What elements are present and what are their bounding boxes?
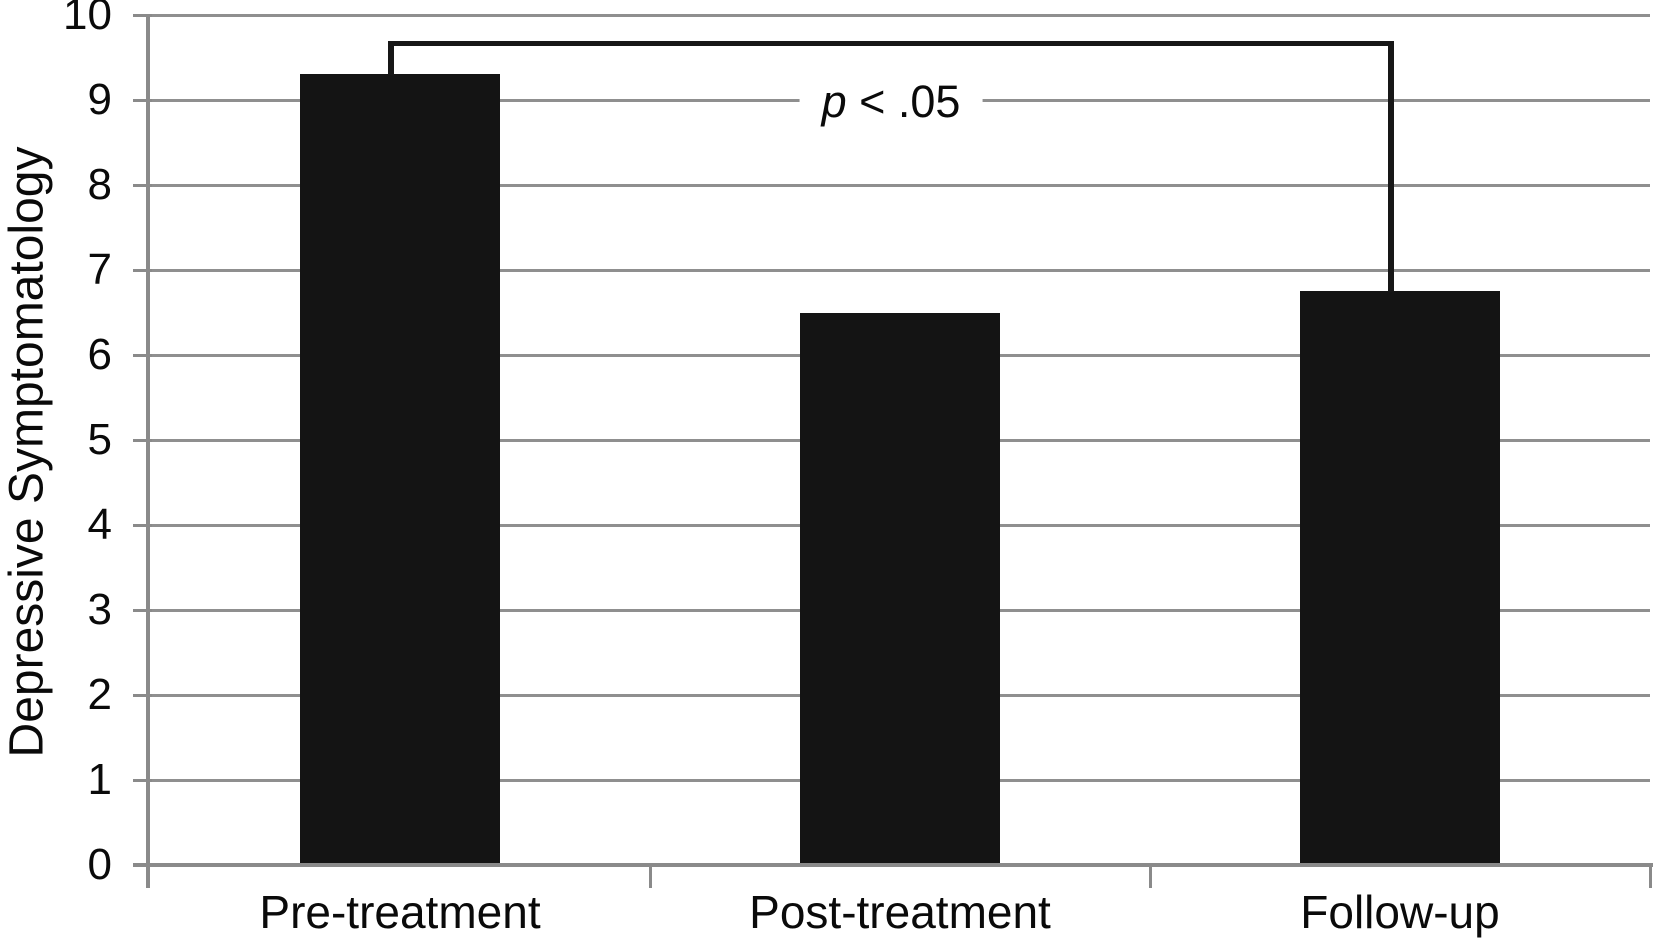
- x-category-label-post-treatment: Post-treatment: [749, 886, 1051, 938]
- y-axis-tick-1: [133, 779, 152, 782]
- x-axis-line: [133, 863, 1653, 867]
- y-tick-label-2: 2: [87, 670, 112, 719]
- x-category-label-follow-up: Follow-up: [1300, 886, 1500, 938]
- y-axis-tick-10: [133, 14, 152, 17]
- x-category-label-pre-treatment: Pre-treatment: [259, 886, 541, 938]
- y-axis-tick-7: [133, 269, 152, 272]
- gridline-7: [150, 269, 1650, 272]
- gridline-8: [150, 184, 1650, 187]
- y-axis-tick-2: [133, 694, 152, 697]
- bar-pre-treatment: [300, 74, 500, 865]
- significance-bracket-left: [388, 41, 394, 75]
- y-tick-label-3: 3: [87, 585, 112, 634]
- significance-label-p-symbol: p: [821, 76, 847, 127]
- y-tick-label-9: 9: [87, 75, 112, 124]
- bar-post-treatment: [800, 313, 1000, 866]
- y-tick-label-7: 7: [87, 245, 112, 294]
- gridline-10: [150, 14, 1650, 17]
- y-axis-tick-8: [133, 184, 152, 187]
- y-tick-label-5: 5: [87, 415, 112, 464]
- y-axis-tick-4: [133, 524, 152, 527]
- x-axis-tick-1: [649, 865, 652, 888]
- y-tick-label-10: 10: [63, 0, 112, 39]
- significance-label: p < .05: [799, 74, 983, 130]
- y-tick-label-0: 0: [87, 840, 112, 889]
- significance-label-comparison: < .05: [846, 76, 961, 127]
- bar-follow-up: [1300, 291, 1500, 865]
- x-axis-tick-3: [1649, 865, 1652, 888]
- y-axis-line: [146, 16, 150, 888]
- y-axis-tick-3: [133, 609, 152, 612]
- y-axis-tick-9: [133, 99, 152, 102]
- y-tick-label-6: 6: [87, 330, 112, 379]
- y-axis-title: Depressive Symptomatology: [0, 146, 54, 758]
- y-tick-label-4: 4: [87, 500, 112, 549]
- y-tick-label-1: 1: [87, 755, 112, 804]
- significance-bracket-horizontal: [388, 41, 1394, 46]
- y-axis-tick-6: [133, 354, 152, 357]
- y-axis-tick-5: [133, 439, 152, 442]
- y-tick-label-8: 8: [87, 160, 112, 209]
- significance-bracket-right: [1388, 41, 1394, 292]
- x-axis-tick-2: [1149, 865, 1152, 888]
